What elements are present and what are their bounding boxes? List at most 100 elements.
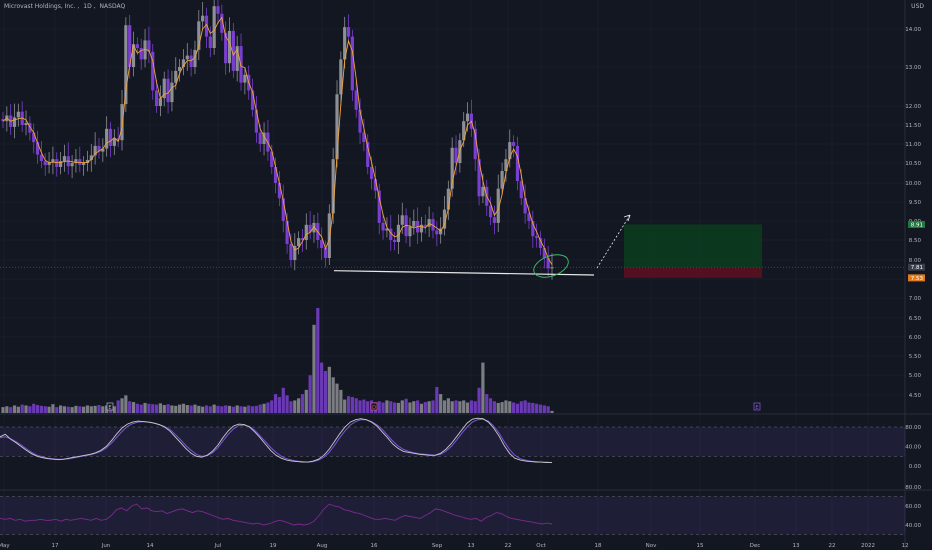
event-marker-label-0: E bbox=[108, 405, 111, 411]
event-marker-label-1: D bbox=[372, 405, 376, 411]
candle-body-62 bbox=[239, 46, 243, 83]
time-tick-13: Nov bbox=[646, 543, 657, 549]
candle-body-12 bbox=[47, 162, 51, 165]
candle-body-29 bbox=[112, 138, 116, 146]
candle-body-52 bbox=[201, 15, 205, 22]
candle-body-23 bbox=[89, 155, 93, 160]
candle-body-99 bbox=[381, 222, 385, 231]
candle-body-43 bbox=[166, 78, 170, 103]
candle-body-97 bbox=[373, 179, 377, 191]
volume-bar-40 bbox=[154, 404, 159, 413]
candle-body-133 bbox=[512, 142, 516, 146]
volume-bar-45 bbox=[174, 405, 178, 413]
volume-bar-58 bbox=[224, 405, 228, 413]
event-marker-0: E bbox=[106, 402, 114, 411]
candle-body-73 bbox=[281, 198, 285, 221]
volume-bar-55 bbox=[212, 404, 216, 413]
rsi-tick-1: 60.00 bbox=[905, 504, 921, 510]
volume-bar-71 bbox=[273, 394, 278, 413]
volume-bar-67 bbox=[258, 404, 262, 413]
candle-body-22 bbox=[85, 159, 90, 163]
volume-bar-19 bbox=[74, 405, 78, 413]
drawings[interactable] bbox=[333, 214, 631, 282]
candle-body-76 bbox=[293, 246, 297, 260]
price-tick-0: 14.00 bbox=[905, 27, 921, 33]
candle-body-28 bbox=[108, 128, 113, 146]
candle-body-48 bbox=[185, 55, 189, 60]
rsi-tick-0: 80.00 bbox=[905, 485, 921, 491]
volume-bar-93 bbox=[358, 400, 362, 413]
volume-bar-60 bbox=[231, 406, 235, 413]
candle-body-60 bbox=[231, 30, 235, 71]
time-tick-7: 16 bbox=[371, 543, 378, 549]
candle-body-136 bbox=[523, 198, 527, 214]
volume-bar-16 bbox=[62, 406, 67, 413]
volume-bar-115 bbox=[442, 400, 447, 413]
time-tick-12: 18 bbox=[595, 543, 602, 549]
symbol-legend[interactable]: Microvast Holdings, Inc., 1D, NASDAQ bbox=[4, 3, 126, 10]
volume-bar-104 bbox=[400, 400, 404, 413]
candle-body-131 bbox=[504, 159, 508, 171]
candle-body-96 bbox=[369, 167, 374, 179]
candle-body-80 bbox=[308, 224, 312, 233]
candle-body-15 bbox=[58, 161, 63, 167]
candle-body-110 bbox=[423, 224, 427, 227]
target-price-tag-box bbox=[908, 220, 925, 228]
volume-bar-31 bbox=[120, 398, 124, 413]
volume-bar-79 bbox=[304, 389, 308, 413]
stoch-slow-line bbox=[0, 418, 553, 464]
support-trendline bbox=[333, 270, 595, 276]
time-tick-9: 13 bbox=[468, 543, 475, 549]
volume-bar-72 bbox=[277, 397, 282, 413]
event-marker-box-2 bbox=[753, 402, 761, 411]
candle-body-54 bbox=[208, 36, 212, 48]
candle-body-143 bbox=[550, 267, 554, 269]
candle-body-66 bbox=[254, 109, 258, 133]
candle-body-93 bbox=[358, 109, 362, 133]
volume-bar-14 bbox=[55, 407, 59, 413]
candle-body-41 bbox=[158, 98, 163, 106]
target-zone bbox=[624, 224, 762, 268]
candle-body-40 bbox=[154, 90, 159, 106]
candle-body-39 bbox=[151, 51, 155, 91]
volume-bar-118 bbox=[454, 400, 458, 413]
volume-bar-46 bbox=[178, 404, 182, 413]
volume-bar-49 bbox=[189, 405, 193, 413]
candle-body-49 bbox=[189, 55, 193, 67]
candle-body-56 bbox=[216, 6, 220, 14]
candle-body-130 bbox=[500, 171, 504, 189]
volume-bar-61 bbox=[235, 405, 239, 413]
volume-bar-73 bbox=[281, 387, 285, 413]
volume-bar-141 bbox=[542, 405, 546, 413]
volume-bar-90 bbox=[346, 396, 351, 413]
volume-bar-140 bbox=[538, 404, 543, 413]
candle-body-88 bbox=[339, 59, 343, 95]
candle-body-53 bbox=[204, 15, 209, 37]
candle-body-33 bbox=[128, 25, 132, 67]
candle-body-35 bbox=[135, 44, 139, 48]
candle-body-107 bbox=[412, 221, 416, 227]
candle-body-101 bbox=[389, 228, 393, 240]
time-tick-11: Oct bbox=[536, 543, 546, 549]
candle-body-26 bbox=[101, 148, 105, 152]
rsi-tick-2: 40.00 bbox=[905, 523, 921, 529]
volume-bar-9 bbox=[35, 405, 40, 413]
volume-bar-127 bbox=[488, 398, 493, 413]
time-tick-16: 13 bbox=[793, 543, 800, 549]
candle-body-38 bbox=[147, 40, 151, 52]
volume-bar-134 bbox=[515, 403, 520, 413]
candle-body-18 bbox=[70, 163, 74, 167]
candle-body-132 bbox=[508, 142, 512, 160]
candle-body-128 bbox=[492, 217, 497, 223]
volume-bar-12 bbox=[47, 406, 51, 413]
price-tick-7: 9.50 bbox=[909, 200, 922, 206]
candle-body-140 bbox=[538, 238, 543, 248]
candle-body-113 bbox=[435, 230, 439, 235]
volume-bar-2 bbox=[9, 407, 13, 413]
candle-body-142 bbox=[546, 258, 550, 269]
candle-body-123 bbox=[473, 128, 477, 160]
price-tick-12: 7.00 bbox=[909, 296, 922, 302]
candle-body-55 bbox=[212, 6, 216, 48]
candle-body-27 bbox=[105, 128, 109, 149]
